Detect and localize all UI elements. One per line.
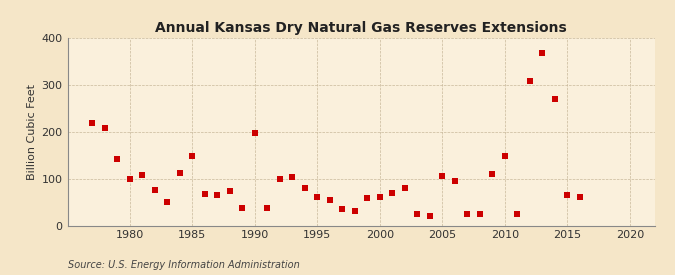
- Point: [100, 126, 111, 130]
- Point: [412, 212, 423, 216]
- Point: [437, 174, 448, 179]
- Point: [375, 195, 385, 200]
- Text: Source: U.S. Energy Information Administration: Source: U.S. Energy Information Administ…: [68, 260, 299, 270]
- Point: [574, 195, 585, 200]
- Point: [425, 214, 435, 218]
- Title: Annual Kansas Dry Natural Gas Reserves Extensions: Annual Kansas Dry Natural Gas Reserves E…: [155, 21, 567, 35]
- Point: [275, 177, 286, 181]
- Point: [462, 212, 472, 216]
- Point: [524, 78, 535, 83]
- Point: [250, 131, 261, 135]
- Point: [262, 206, 273, 210]
- Point: [487, 172, 497, 176]
- Point: [312, 195, 323, 200]
- Point: [475, 212, 485, 216]
- Point: [537, 50, 547, 55]
- Point: [450, 179, 460, 183]
- Point: [137, 173, 148, 178]
- Point: [500, 154, 510, 158]
- Point: [400, 186, 410, 190]
- Point: [87, 120, 98, 125]
- Point: [512, 212, 522, 216]
- Point: [300, 186, 310, 190]
- Point: [212, 193, 223, 197]
- Point: [175, 170, 186, 175]
- Point: [325, 197, 335, 202]
- Point: [125, 177, 136, 181]
- Point: [287, 175, 298, 180]
- Point: [387, 191, 398, 195]
- Point: [150, 187, 161, 192]
- Point: [162, 200, 173, 204]
- Point: [112, 156, 123, 161]
- Point: [562, 193, 572, 197]
- Point: [237, 205, 248, 210]
- Point: [337, 207, 348, 211]
- Y-axis label: Billion Cubic Feet: Billion Cubic Feet: [28, 84, 37, 180]
- Point: [362, 196, 373, 200]
- Point: [200, 191, 211, 196]
- Point: [350, 209, 360, 214]
- Point: [187, 154, 198, 158]
- Point: [225, 189, 236, 194]
- Point: [549, 97, 560, 101]
